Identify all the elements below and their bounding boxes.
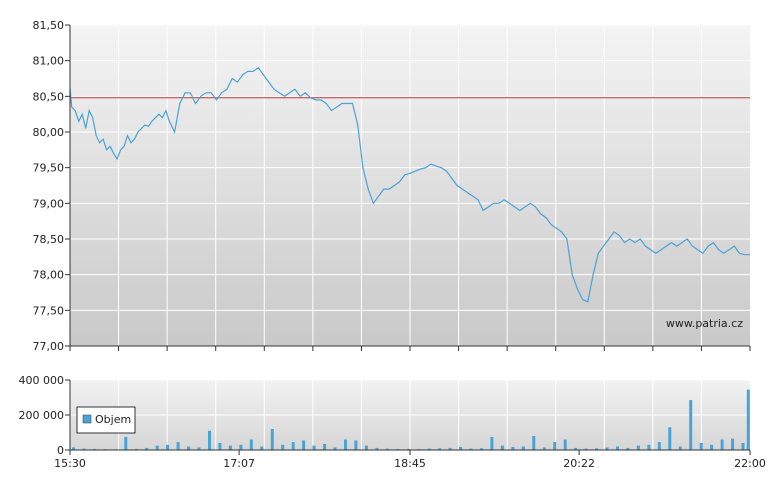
volume-bar (354, 440, 358, 450)
volume-bar (710, 444, 714, 451)
x-tick-label: 22:00 (734, 457, 766, 470)
volume-bar (312, 445, 316, 450)
volume-bar (291, 442, 295, 450)
volume-bar (741, 443, 745, 450)
volume-bar (92, 448, 96, 450)
volume-bar (574, 447, 578, 450)
volume-bar (333, 447, 337, 450)
volume-bar (385, 448, 389, 450)
volume-bar (438, 448, 442, 451)
volume-bar (490, 436, 494, 450)
volume-y-tick-label: 200 000 (19, 409, 65, 422)
volume-bar (82, 448, 86, 450)
volume-bar (302, 440, 306, 450)
volume-bar (270, 429, 274, 450)
volume-bar (542, 447, 546, 450)
volume-bar (176, 442, 180, 450)
legend-label: Objem (95, 413, 131, 426)
x-tick-label: 17:07 (223, 457, 255, 470)
volume-y-tick-label: 0 (57, 444, 64, 457)
volume-bar (166, 444, 170, 451)
price-y-tick-label: 80,50 (33, 90, 65, 103)
legend: Objem (76, 406, 136, 434)
volume-bar (187, 446, 191, 450)
volume-bar (500, 445, 504, 450)
volume-bar (134, 448, 138, 450)
volume-bar (480, 448, 483, 451)
volume-bar (595, 448, 599, 451)
volume-bar (678, 446, 682, 450)
volume-bar (155, 445, 159, 450)
volume-bar (720, 439, 724, 450)
volume-bar (375, 447, 379, 450)
volume-bar (668, 427, 672, 451)
volume-bar (448, 447, 452, 450)
volume-bar (731, 438, 735, 450)
price-y-tick-label: 81,50 (33, 19, 65, 32)
volume-bar (511, 446, 515, 450)
volume-x-axis: 15:30 17:07 18:45 20:22 22:00 (54, 450, 766, 470)
x-tick-label: 15:30 (54, 457, 86, 470)
price-y-tick-label: 78,00 (33, 269, 65, 282)
volume-bar (145, 447, 149, 450)
volume-y-tick-label: 400 000 (19, 374, 65, 387)
volume-bar (260, 446, 264, 450)
volume-bar (364, 445, 368, 450)
volume-bar (239, 444, 243, 451)
volume-bar (344, 439, 347, 450)
volume-bar (605, 447, 609, 450)
price-y-tick-label: 78,50 (33, 233, 65, 246)
price-y-tick-label: 79,00 (33, 197, 65, 210)
volume-bar (427, 448, 431, 450)
volume-bar (553, 442, 557, 450)
watermark: www.patria.cz (666, 317, 743, 330)
price-y-tick-label: 77,50 (33, 304, 65, 317)
volume-bar (208, 430, 211, 451)
volume-bar (689, 400, 693, 450)
volume-bar (406, 448, 410, 450)
price-y-tick-label: 81,00 (33, 55, 65, 68)
volume-bar (746, 389, 750, 450)
volume-bar (281, 444, 285, 451)
volume-bar (626, 447, 630, 450)
volume-bar (647, 444, 651, 451)
price-panel: 81,50 81,00 80,50 80,00 79,50 79,00 78,50 78,00… (33, 19, 751, 353)
volume-panel: 400 000 200 000 0 15:30 17:07 18:45 20:22 22:0… (19, 374, 766, 470)
volume-bar (218, 443, 222, 450)
volume-bar (228, 445, 232, 450)
volume-bar (636, 445, 640, 450)
price-y-tick-label: 77,00 (33, 340, 65, 353)
volume-bar (197, 447, 201, 450)
volume-bar (657, 442, 661, 450)
volume-bar (521, 446, 525, 450)
volume-bar (469, 448, 473, 450)
volume-bar (124, 436, 128, 450)
volume-bar (249, 439, 253, 450)
price-x-ticks (69, 346, 751, 351)
volume-bar (532, 436, 536, 450)
volume-bar (699, 443, 703, 450)
volume-bar (459, 446, 463, 450)
volume-bar (584, 448, 588, 450)
volume-bar (323, 443, 327, 450)
price-y-tick-label: 80,00 (33, 126, 65, 139)
volume-bar (72, 447, 75, 450)
legend-swatch (82, 414, 92, 424)
x-tick-label: 18:45 (394, 457, 426, 470)
volume-bar (616, 446, 619, 450)
volume-bars (72, 389, 750, 451)
volume-y-axis: 400 000 200 000 0 (19, 374, 70, 457)
volume-bar (563, 439, 567, 450)
price-y-tick-label: 79,50 (33, 162, 65, 175)
price-series-line (69, 66, 750, 303)
x-tick-label: 20:22 (563, 457, 595, 470)
price-y-axis: 81,50 81,00 80,50 80,00 79,50 79,00 78,50 78,00… (33, 19, 70, 353)
